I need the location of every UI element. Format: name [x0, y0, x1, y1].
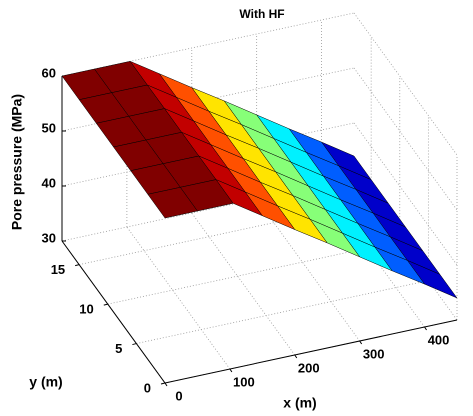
x-tick [164, 382, 168, 387]
y-tick [103, 303, 108, 306]
x-tick [229, 368, 233, 373]
grid-line [353, 12, 458, 156]
x-tick-label: 100 [233, 374, 255, 389]
y-tick-label: 15 [51, 262, 65, 277]
x-tick [359, 340, 363, 345]
z-tick-label: 60 [42, 65, 56, 80]
grid-line [353, 122, 458, 266]
y-tick-label: 5 [115, 341, 122, 356]
y-axis-label: y (m) [29, 374, 62, 390]
x-tick-label: 200 [298, 360, 320, 375]
chart-title: With HF [239, 7, 284, 21]
surface-facet [147, 187, 198, 219]
z-axis-label: Pore pressure (MPa) [9, 94, 25, 230]
x-tick-label: 0 [175, 388, 182, 403]
z-tick-label: 40 [42, 175, 56, 190]
grid-line [256, 198, 360, 342]
x-tick [424, 326, 427, 331]
z-tick-label: 50 [42, 120, 56, 135]
z-tick-label: 30 [42, 230, 56, 245]
y-tick [160, 382, 166, 385]
x-tick-label: 300 [363, 346, 385, 361]
y-tick [75, 264, 80, 267]
y-tick [132, 343, 137, 346]
y-tick-label: 10 [79, 302, 93, 317]
y-tick-label: 0 [144, 380, 151, 395]
grid-line [126, 226, 231, 370]
x-tick-label: 400 [428, 332, 450, 347]
x-axis [164, 319, 458, 384]
x-axis-label: x (m) [283, 395, 316, 411]
x-tick [294, 354, 298, 359]
grid-line [191, 212, 296, 356]
grid-line [353, 67, 458, 211]
